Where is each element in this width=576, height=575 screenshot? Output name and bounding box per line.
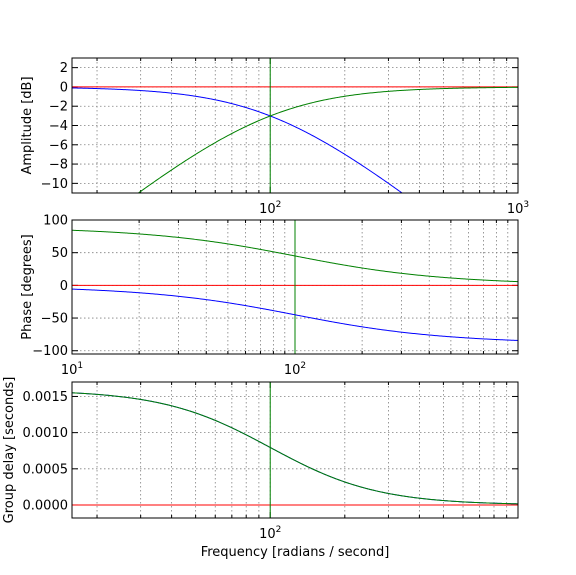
x-tick-label: 102 — [259, 525, 281, 542]
x-tick-label: 103 — [507, 200, 529, 217]
y-tick-label: 2 — [60, 61, 68, 76]
y-tick-label: −8 — [49, 158, 68, 173]
y-tick-label: 0 — [60, 80, 68, 95]
axes-frame — [71, 381, 519, 519]
series-line-0 — [72, 87, 403, 193]
x-tick-label: 102 — [259, 200, 281, 217]
grid — [72, 382, 518, 518]
y-axis-label: Group delay [seconds] — [2, 377, 17, 524]
x-tick-label: 102 — [284, 361, 306, 378]
y-tick-label: 0 — [60, 279, 68, 294]
y-tick-label: −100 — [32, 344, 68, 359]
grid — [72, 58, 518, 193]
y-tick-label: −50 — [41, 312, 68, 327]
amplitude-panel: 2 0 −2 −4 −6 −8 −10 102 103 Amplitude [dB] — [20, 57, 529, 217]
axes-frame — [71, 57, 519, 194]
axes-frame — [71, 219, 519, 355]
y-tick-label: 50 — [51, 246, 68, 261]
series-line-1 — [72, 229, 518, 283]
y-tick-label: −10 — [41, 177, 68, 192]
y-axis-label: Phase [degrees] — [20, 234, 35, 339]
y-tick-label: −6 — [49, 138, 68, 153]
x-tick-label: 101 — [61, 361, 83, 378]
y-tick-label: 0.0005 — [23, 462, 69, 477]
y-tick-label: 0.0010 — [23, 426, 69, 441]
y-tick-label: −4 — [49, 119, 68, 134]
y-axis-label: Amplitude [dB] — [20, 76, 35, 174]
y-tick-label: 0.0015 — [23, 390, 69, 405]
series-line-1 — [137, 86, 518, 193]
series-line-1 — [72, 392, 518, 505]
series-line-0 — [72, 288, 518, 341]
y-tick-label: 100 — [43, 214, 68, 229]
group-delay-panel: 0.0015 0.0010 0.0005 0.0000 102 Group delay [… — [2, 377, 519, 560]
y-tick-label: −2 — [49, 100, 68, 115]
phase-panel: 100 50 0 −50 −100 101 102 Phase [degrees] — [20, 214, 519, 378]
x-axis-label: Frequency [radians / second] — [201, 545, 390, 560]
series-line-0 — [72, 392, 518, 505]
y-tick-label: 0.0000 — [23, 498, 69, 513]
